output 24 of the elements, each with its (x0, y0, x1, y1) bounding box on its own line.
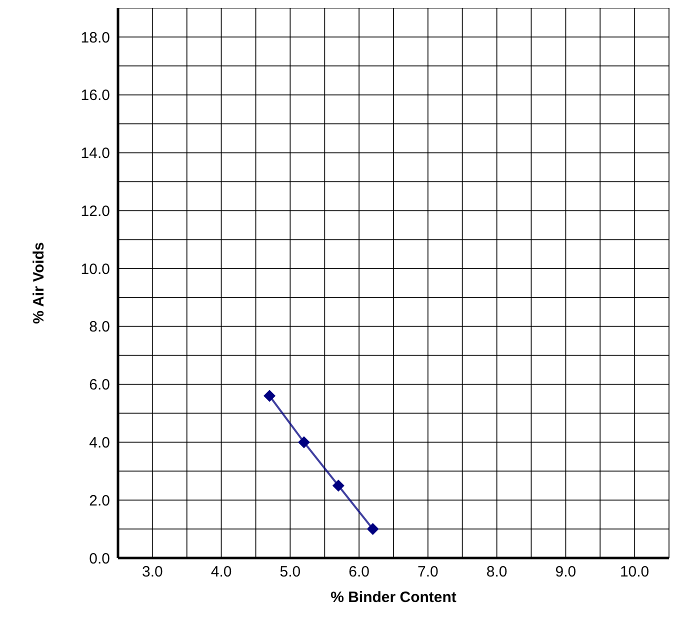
x-tick-label: 4.0 (210, 564, 232, 581)
y-tick-label: 6.0 (89, 376, 110, 394)
y-tick-label: 0.0 (89, 550, 110, 568)
x-axis-title: % Binder Content (330, 589, 456, 606)
x-tick-label: 5.0 (280, 564, 301, 581)
y-tick-label: 12.0 (80, 202, 110, 220)
point (366, 523, 379, 536)
x-tick-label: 7.0 (418, 564, 438, 581)
point (298, 436, 310, 448)
point (264, 390, 276, 402)
y-axis-title: % Air Voids (30, 242, 48, 324)
y-tick-label: 18.0 (80, 29, 110, 46)
x-tick-label: 10.0 (620, 564, 650, 581)
point (332, 480, 344, 492)
x-tick-label: 8.0 (486, 564, 508, 581)
y-tick-label: 2.0 (89, 492, 110, 510)
x-tick-label: 6.0 (348, 564, 370, 581)
y-tick-label: 4.0 (89, 434, 110, 452)
y-tick-label: 8.0 (89, 318, 110, 336)
y-tick-label: 10.0 (80, 260, 110, 278)
y-tick-label: 14.0 (80, 145, 110, 162)
x-tick-label: 3.0 (142, 564, 163, 581)
y-tick-label: 16.0 (80, 87, 110, 104)
x-tick-label: 9.0 (555, 564, 576, 581)
